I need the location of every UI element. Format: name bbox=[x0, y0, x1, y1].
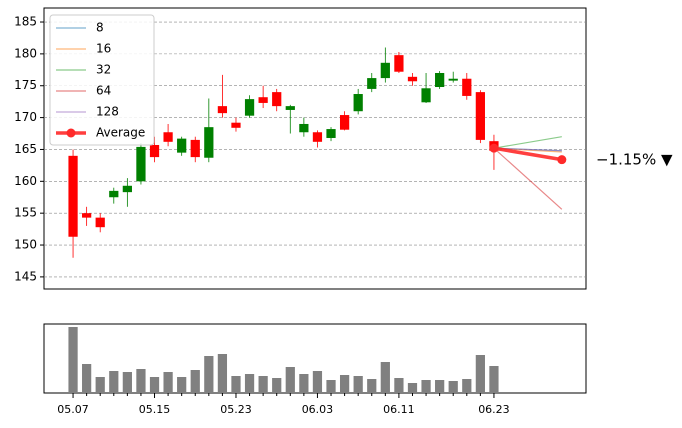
volume-bar bbox=[353, 376, 363, 393]
candle-body bbox=[217, 106, 228, 114]
volume-bar bbox=[136, 369, 146, 393]
volume-bar bbox=[109, 371, 119, 393]
candle-body bbox=[367, 78, 377, 89]
volume-bar bbox=[448, 381, 458, 393]
candle-body bbox=[394, 55, 404, 72]
candle-body bbox=[122, 185, 132, 193]
y-tick-label: 180 bbox=[14, 46, 37, 60]
candle-body bbox=[204, 127, 214, 158]
candle-body bbox=[353, 94, 363, 112]
change-annotation: −1.15% ▼ bbox=[596, 151, 673, 169]
x-tick-label: 06.11 bbox=[383, 403, 415, 416]
candle-body bbox=[109, 190, 119, 198]
volume-bar bbox=[204, 356, 214, 393]
y-tick-label: 170 bbox=[14, 110, 37, 124]
legend-label: Average bbox=[96, 126, 145, 140]
y-tick-label: 185 bbox=[14, 15, 37, 29]
candle-body bbox=[149, 144, 160, 158]
x-tick-label: 06.03 bbox=[302, 403, 334, 416]
volume-bar bbox=[217, 354, 228, 393]
volume-bar bbox=[367, 379, 377, 393]
volume-bar bbox=[177, 377, 187, 393]
price-frame bbox=[43, 7, 587, 290]
volume-bar bbox=[462, 379, 472, 393]
volume-bar bbox=[149, 377, 160, 393]
volume-bar bbox=[339, 375, 350, 393]
candle-body bbox=[177, 138, 187, 153]
candle-body bbox=[190, 139, 200, 158]
x-tick-label: 05.23 bbox=[220, 403, 252, 416]
candle-body bbox=[258, 97, 268, 103]
volume-bar bbox=[190, 370, 200, 393]
candle-body bbox=[448, 78, 458, 81]
volume-bar bbox=[82, 364, 92, 393]
candle-body bbox=[326, 129, 336, 138]
y-tick-label: 165 bbox=[14, 142, 37, 156]
candle-body bbox=[421, 88, 431, 103]
volume-bar bbox=[299, 374, 309, 393]
volume-bar bbox=[394, 378, 404, 393]
legend-label: 64 bbox=[96, 84, 111, 98]
x-tick-label: 05.15 bbox=[139, 403, 171, 416]
volume-bar bbox=[244, 374, 255, 393]
volume-bar bbox=[258, 376, 268, 393]
candle-body bbox=[380, 62, 390, 79]
y-tick-label: 145 bbox=[14, 269, 37, 283]
y-tick-label: 155 bbox=[14, 206, 37, 220]
volume-bar bbox=[163, 372, 173, 393]
candle-body bbox=[231, 122, 241, 128]
candle-body bbox=[272, 92, 282, 107]
candle-body bbox=[244, 99, 255, 116]
volume-bar bbox=[231, 376, 241, 393]
candle-body bbox=[68, 155, 78, 237]
average-marker bbox=[489, 143, 499, 153]
volume-bar bbox=[272, 378, 282, 393]
volume-bar bbox=[407, 383, 418, 393]
legend-label: 128 bbox=[96, 105, 119, 119]
candle-body bbox=[95, 217, 105, 228]
candle-body bbox=[163, 132, 173, 142]
candle-body bbox=[299, 123, 309, 133]
volume-bar bbox=[380, 362, 390, 393]
candle-body bbox=[312, 132, 323, 142]
y-tick-label: 175 bbox=[14, 78, 37, 92]
volume-bar bbox=[68, 327, 78, 393]
volume-bar bbox=[475, 355, 485, 393]
candle-body bbox=[435, 72, 445, 88]
legend-label: 16 bbox=[96, 42, 111, 56]
candle-body bbox=[82, 213, 92, 218]
candle-body bbox=[285, 106, 295, 110]
volume-bar bbox=[421, 380, 431, 393]
candle-body bbox=[136, 146, 146, 182]
candle-body bbox=[462, 78, 472, 96]
volume-bar bbox=[326, 380, 336, 393]
y-tick-label: 160 bbox=[14, 174, 37, 188]
x-tick-label: 06.23 bbox=[478, 403, 510, 416]
forecast-line bbox=[493, 136, 562, 149]
legend-label: 8 bbox=[96, 21, 104, 35]
volume-bar bbox=[489, 366, 499, 393]
candle-body bbox=[339, 115, 350, 130]
legend-label: 32 bbox=[96, 63, 111, 77]
average-line bbox=[493, 146, 563, 162]
volume-bar bbox=[312, 371, 323, 393]
volume-bar bbox=[435, 380, 445, 393]
candle-body bbox=[407, 76, 418, 82]
y-tick-label: 150 bbox=[14, 238, 37, 252]
legend: 8 16 32 64 128 Average bbox=[49, 14, 155, 146]
forecast-line bbox=[493, 147, 563, 210]
volume-bar bbox=[285, 367, 295, 393]
volume-bar bbox=[122, 372, 132, 393]
x-tick-label: 05.07 bbox=[57, 403, 89, 416]
legend-marker bbox=[66, 128, 76, 138]
volume-bar bbox=[95, 377, 105, 393]
candle-body bbox=[475, 92, 485, 140]
average-marker bbox=[557, 155, 567, 165]
